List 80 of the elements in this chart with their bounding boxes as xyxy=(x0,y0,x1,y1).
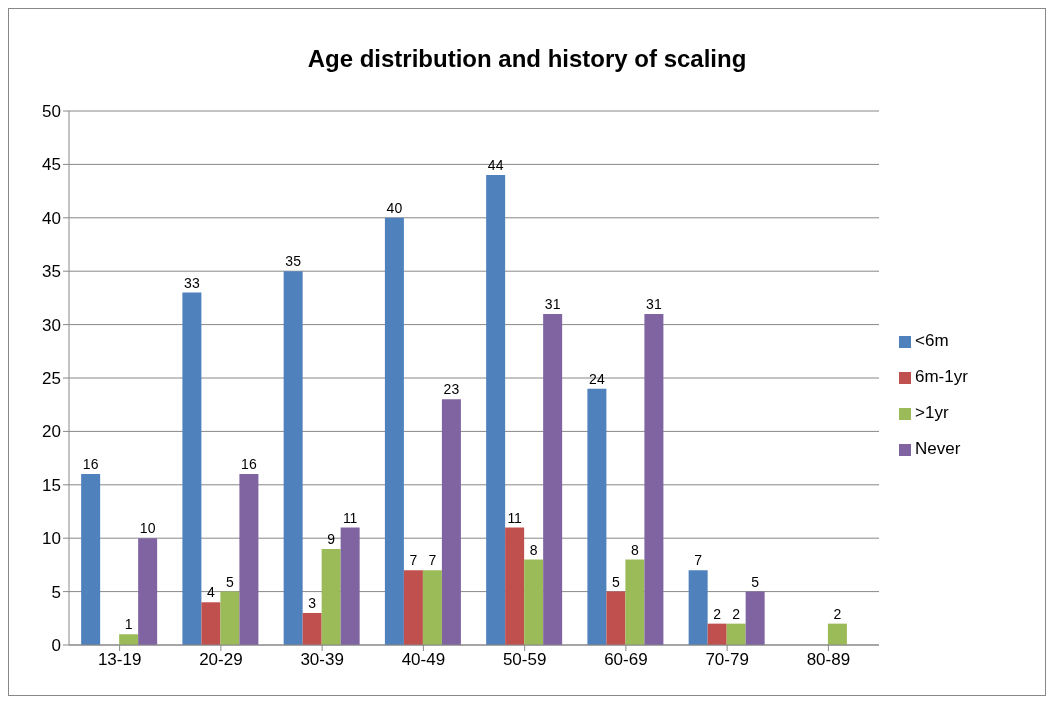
data-label: 35 xyxy=(285,253,302,270)
bar xyxy=(827,623,847,645)
bar xyxy=(321,548,341,645)
data-label: 10 xyxy=(139,520,156,537)
data-label: 16 xyxy=(241,456,257,473)
data-label: 4 xyxy=(207,584,215,601)
bar xyxy=(81,474,101,645)
x-tick-label: 70-79 xyxy=(705,650,749,670)
data-label: 5 xyxy=(751,573,760,590)
bar xyxy=(606,591,626,645)
data-label: 8 xyxy=(631,541,639,558)
bar xyxy=(138,538,158,645)
bar xyxy=(587,388,607,645)
legend-label: >1yr xyxy=(915,403,949,422)
data-label: 11 xyxy=(342,509,358,526)
data-label: 2 xyxy=(833,605,842,622)
data-label: 7 xyxy=(694,552,703,569)
data-label: 11 xyxy=(507,509,523,526)
bar xyxy=(283,271,303,645)
data-label: 2 xyxy=(713,605,722,622)
y-tick-label: 25 xyxy=(42,369,61,389)
bar xyxy=(524,559,544,645)
bar xyxy=(441,399,461,645)
y-tick-label: 35 xyxy=(42,262,61,282)
bar xyxy=(505,527,525,645)
y-tick-label: 15 xyxy=(42,475,61,495)
data-label: 1 xyxy=(124,616,133,633)
legend-label: 6m-1yr xyxy=(915,367,968,386)
legend-label: <6m xyxy=(915,331,949,350)
bar xyxy=(403,570,423,645)
bar xyxy=(486,175,506,645)
y-tick-label: 30 xyxy=(42,315,61,335)
bar xyxy=(340,527,360,645)
data-label: 31 xyxy=(544,295,561,312)
data-label: 40 xyxy=(386,199,403,216)
data-label: 7 xyxy=(409,552,418,569)
data-label: 3 xyxy=(308,594,317,611)
bar xyxy=(745,591,765,645)
bar xyxy=(302,612,322,645)
y-tick-label: 0 xyxy=(51,636,61,656)
bar xyxy=(644,313,664,645)
bar xyxy=(384,217,404,645)
data-label: 8 xyxy=(529,541,538,558)
legend-label: Never xyxy=(915,439,961,458)
bar xyxy=(543,313,563,645)
data-label: 9 xyxy=(327,530,336,547)
data-label: 33 xyxy=(184,274,200,291)
bar xyxy=(239,474,259,645)
data-label: 23 xyxy=(443,381,460,398)
x-tick-label: 50-59 xyxy=(502,650,547,670)
data-label: 44 xyxy=(487,157,504,174)
data-label: 24 xyxy=(589,370,605,387)
bar xyxy=(688,570,708,645)
x-tick-label: 30-39 xyxy=(300,650,344,670)
chart-title: Age distribution and history of scaling xyxy=(306,44,748,74)
y-tick-label: 20 xyxy=(42,422,61,442)
y-tick-label: 10 xyxy=(42,529,61,549)
bar xyxy=(422,570,442,645)
y-tick-label: 40 xyxy=(42,208,61,228)
x-tick-label: 20-29 xyxy=(199,650,243,670)
data-label: 16 xyxy=(82,456,99,473)
data-label: 7 xyxy=(428,552,437,569)
y-tick-label: 5 xyxy=(51,582,61,602)
y-tick-label: 50 xyxy=(42,102,61,122)
bar xyxy=(182,292,202,645)
data-label: 2 xyxy=(732,605,741,622)
data-label: 5 xyxy=(612,573,620,590)
bar xyxy=(625,559,645,645)
x-tick-label: 60-69 xyxy=(604,650,648,670)
bar xyxy=(220,591,240,645)
bar xyxy=(707,623,727,645)
x-tick-label: 80-89 xyxy=(806,650,851,670)
bar xyxy=(201,602,221,645)
data-label: 5 xyxy=(226,573,234,590)
data-label: 31 xyxy=(646,295,662,312)
x-tick-label: 40-49 xyxy=(401,650,446,670)
x-tick-label: 13-19 xyxy=(97,650,142,670)
y-tick-label: 45 xyxy=(42,155,61,175)
bar xyxy=(726,623,746,645)
bar xyxy=(119,634,139,645)
